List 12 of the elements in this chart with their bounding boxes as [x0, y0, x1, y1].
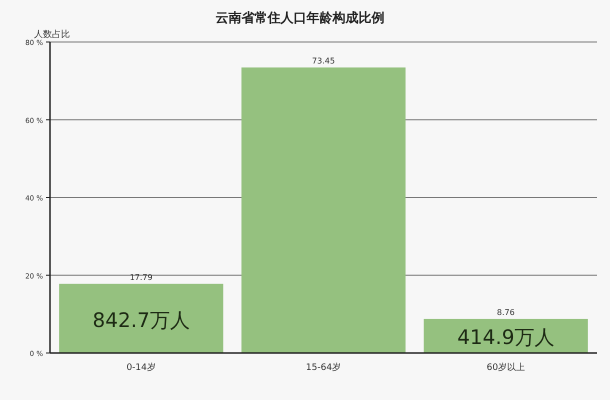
annotation: 414.9万人: [457, 324, 554, 349]
data-label: 8.76: [496, 308, 515, 317]
bar: [59, 284, 224, 353]
chart-title: 云南省常住人口年龄构成比例: [216, 11, 384, 26]
y-axis-title: 人数占比: [34, 29, 70, 40]
x-tick-label: 15-64岁: [306, 362, 342, 373]
data-label: 73.45: [312, 56, 335, 66]
x-tick-label: 0-14岁: [126, 362, 156, 373]
bar: [241, 67, 406, 353]
x-tick-label: 60岁以上: [486, 362, 526, 373]
data-label: 17.79: [130, 272, 153, 282]
annotation: 842.7万人: [92, 308, 190, 332]
